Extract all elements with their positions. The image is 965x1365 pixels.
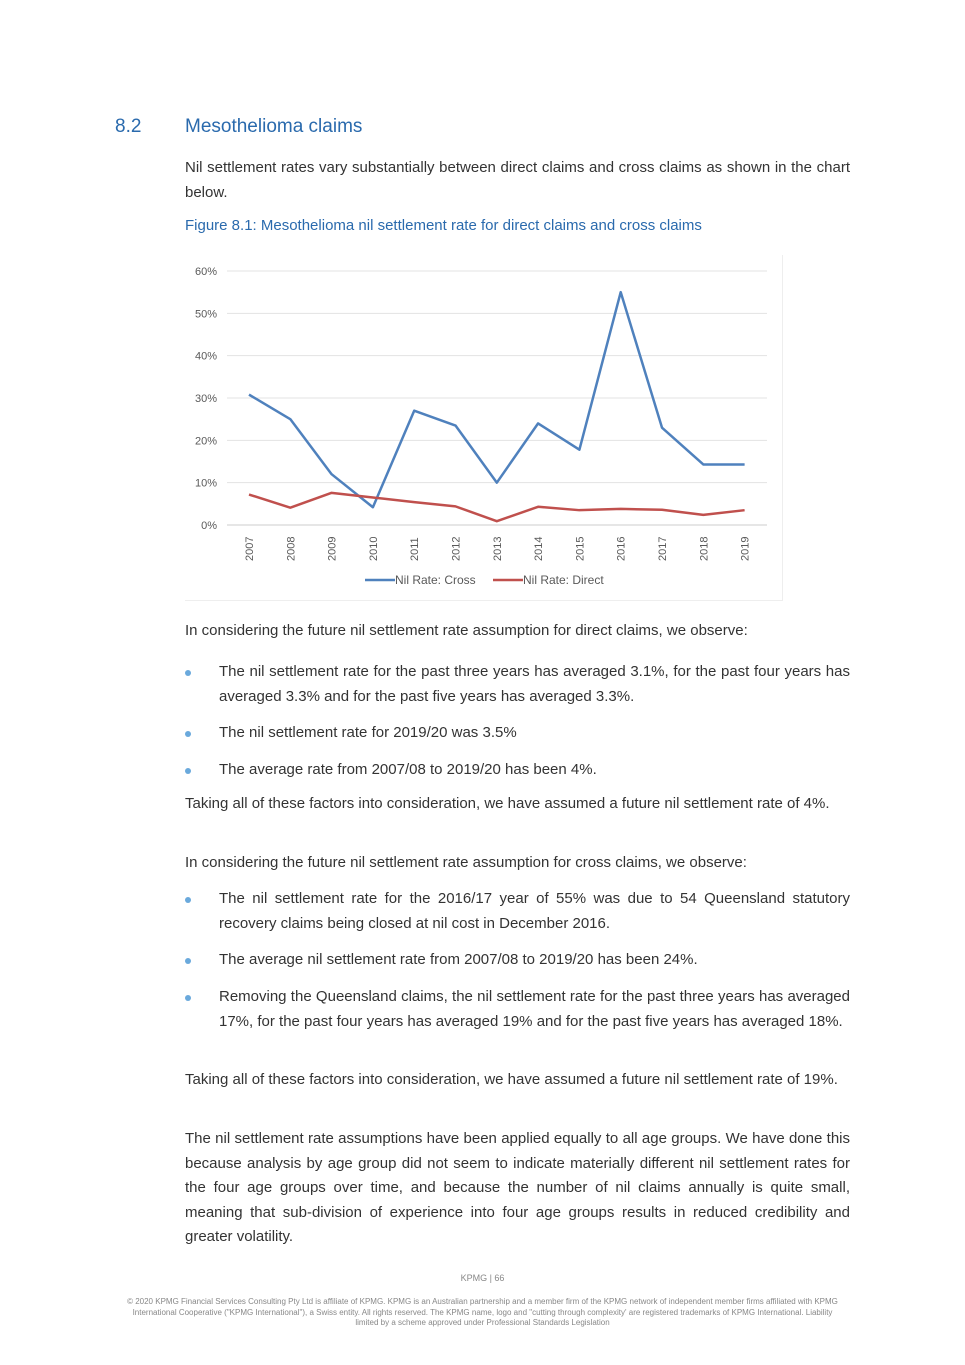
intro-paragraph: Nil settlement rates vary substantially … [185, 159, 850, 201]
x-tick-label: 2008 [285, 537, 297, 561]
bullet-icon [185, 958, 191, 964]
figure-caption: Figure 8.1: Mesothelioma nil settlement … [185, 217, 702, 234]
series-line-cross [248, 290, 745, 509]
x-tick-label: 2010 [368, 537, 380, 561]
line-chart: 0% 10% 20% 30% 40% 50% 60% 2007 2008 2009 2010 2011… [185, 255, 783, 601]
y-tick-label: 60% [195, 266, 217, 278]
direct-conclusion: Taking all of these factors into conside… [185, 795, 830, 812]
list-item: The average nil settlement rate from 200… [185, 948, 850, 973]
page-number: KPMG | 66 [460, 1273, 505, 1283]
bullet-icon [185, 670, 191, 676]
y-tick-label: 10% [195, 478, 217, 490]
x-tick-label: 2009 [327, 537, 339, 561]
direct-intro: In considering the future nil settlement… [185, 622, 748, 639]
x-tick-label: 2012 [451, 537, 463, 561]
list-item: The nil settlement rate for 2019/20 was … [185, 721, 850, 746]
y-tick-label: 40% [195, 351, 217, 363]
list-item: The nil settlement rate for the 2016/17 … [185, 887, 850, 936]
section-number: 8.2 [115, 116, 142, 137]
bullet-icon [185, 897, 191, 903]
x-tick-label: 2016 [616, 537, 628, 561]
final-paragraph: The nil settlement rate assumptions have… [185, 1130, 850, 1245]
bullet-icon [185, 731, 191, 737]
y-tick-label: 0% [201, 520, 217, 532]
x-tick-label: 2019 [740, 537, 752, 561]
series-line-direct [248, 491, 745, 523]
section-title: Mesothelioma claims [185, 116, 363, 137]
list-item: Removing the Queensland claims, the nil … [185, 985, 850, 1034]
bullet-icon [185, 768, 191, 774]
legend-label: Nil Rate: Direct [523, 573, 604, 587]
list-item: The average rate from 2007/08 to 2019/20… [185, 758, 850, 783]
x-tick-label: 2015 [574, 537, 586, 561]
bullet-icon [185, 995, 191, 1001]
legal-notice: © 2020 KPMG Financial Services Consultin… [127, 1297, 838, 1327]
x-tick-label: 2011 [409, 537, 421, 561]
x-tick-label: 2007 [244, 537, 256, 561]
x-tick-label: 2013 [492, 537, 504, 561]
y-tick-label: 30% [195, 393, 217, 405]
y-tick-label: 20% [195, 435, 217, 447]
x-tick-label: 2017 [657, 537, 669, 561]
legend-label: Nil Rate: Cross [395, 573, 476, 587]
cross-conclusion: Taking all of these factors into conside… [185, 1071, 838, 1088]
y-tick-label: 50% [195, 308, 217, 320]
cross-intro: In considering the future nil settlement… [185, 854, 747, 871]
x-tick-label: 2014 [533, 537, 545, 561]
list-item: The nil settlement rate for the past thr… [185, 660, 850, 709]
x-tick-label: 2018 [698, 537, 710, 561]
